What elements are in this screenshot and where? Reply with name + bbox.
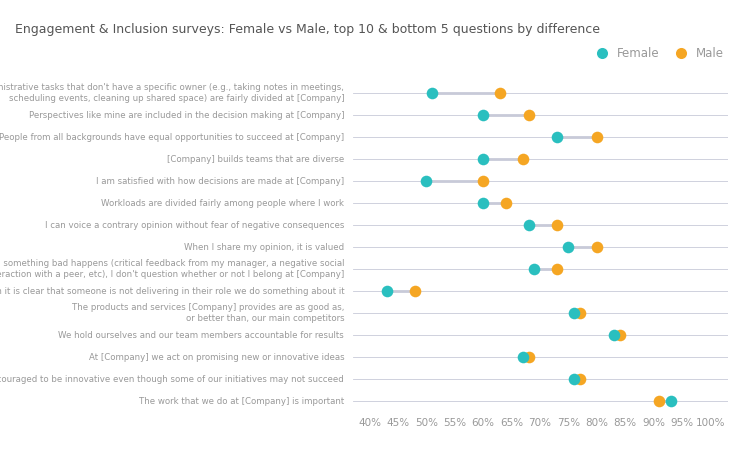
Text: Engagement & Inclusion surveys: Female vs Male, top 10 & bottom 5 questions by d: Engagement & Inclusion surveys: Female v… (15, 23, 600, 36)
Point (574, 310, 586, 317)
Point (523, 222, 535, 229)
Point (551, 134, 563, 141)
Point (494, 90, 506, 97)
Point (517, 156, 529, 163)
Point (562, 244, 574, 251)
Point (574, 376, 586, 383)
Point (664, 398, 676, 405)
Point (551, 222, 563, 229)
Point (477, 178, 489, 185)
Point (500, 200, 512, 207)
Legend: Female, Male: Female, Male (585, 43, 729, 65)
Point (477, 156, 489, 163)
Point (409, 288, 421, 295)
Point (477, 200, 489, 207)
Point (653, 398, 665, 405)
Point (523, 354, 535, 361)
Point (608, 332, 619, 339)
Point (591, 134, 603, 141)
Point (591, 244, 603, 251)
Point (614, 332, 626, 339)
Point (568, 310, 580, 317)
Point (426, 90, 438, 97)
Point (568, 376, 580, 383)
Point (380, 288, 392, 295)
Point (420, 178, 432, 185)
Point (551, 266, 563, 273)
Point (477, 112, 489, 119)
Point (523, 112, 535, 119)
Point (528, 266, 540, 273)
Point (517, 354, 529, 361)
